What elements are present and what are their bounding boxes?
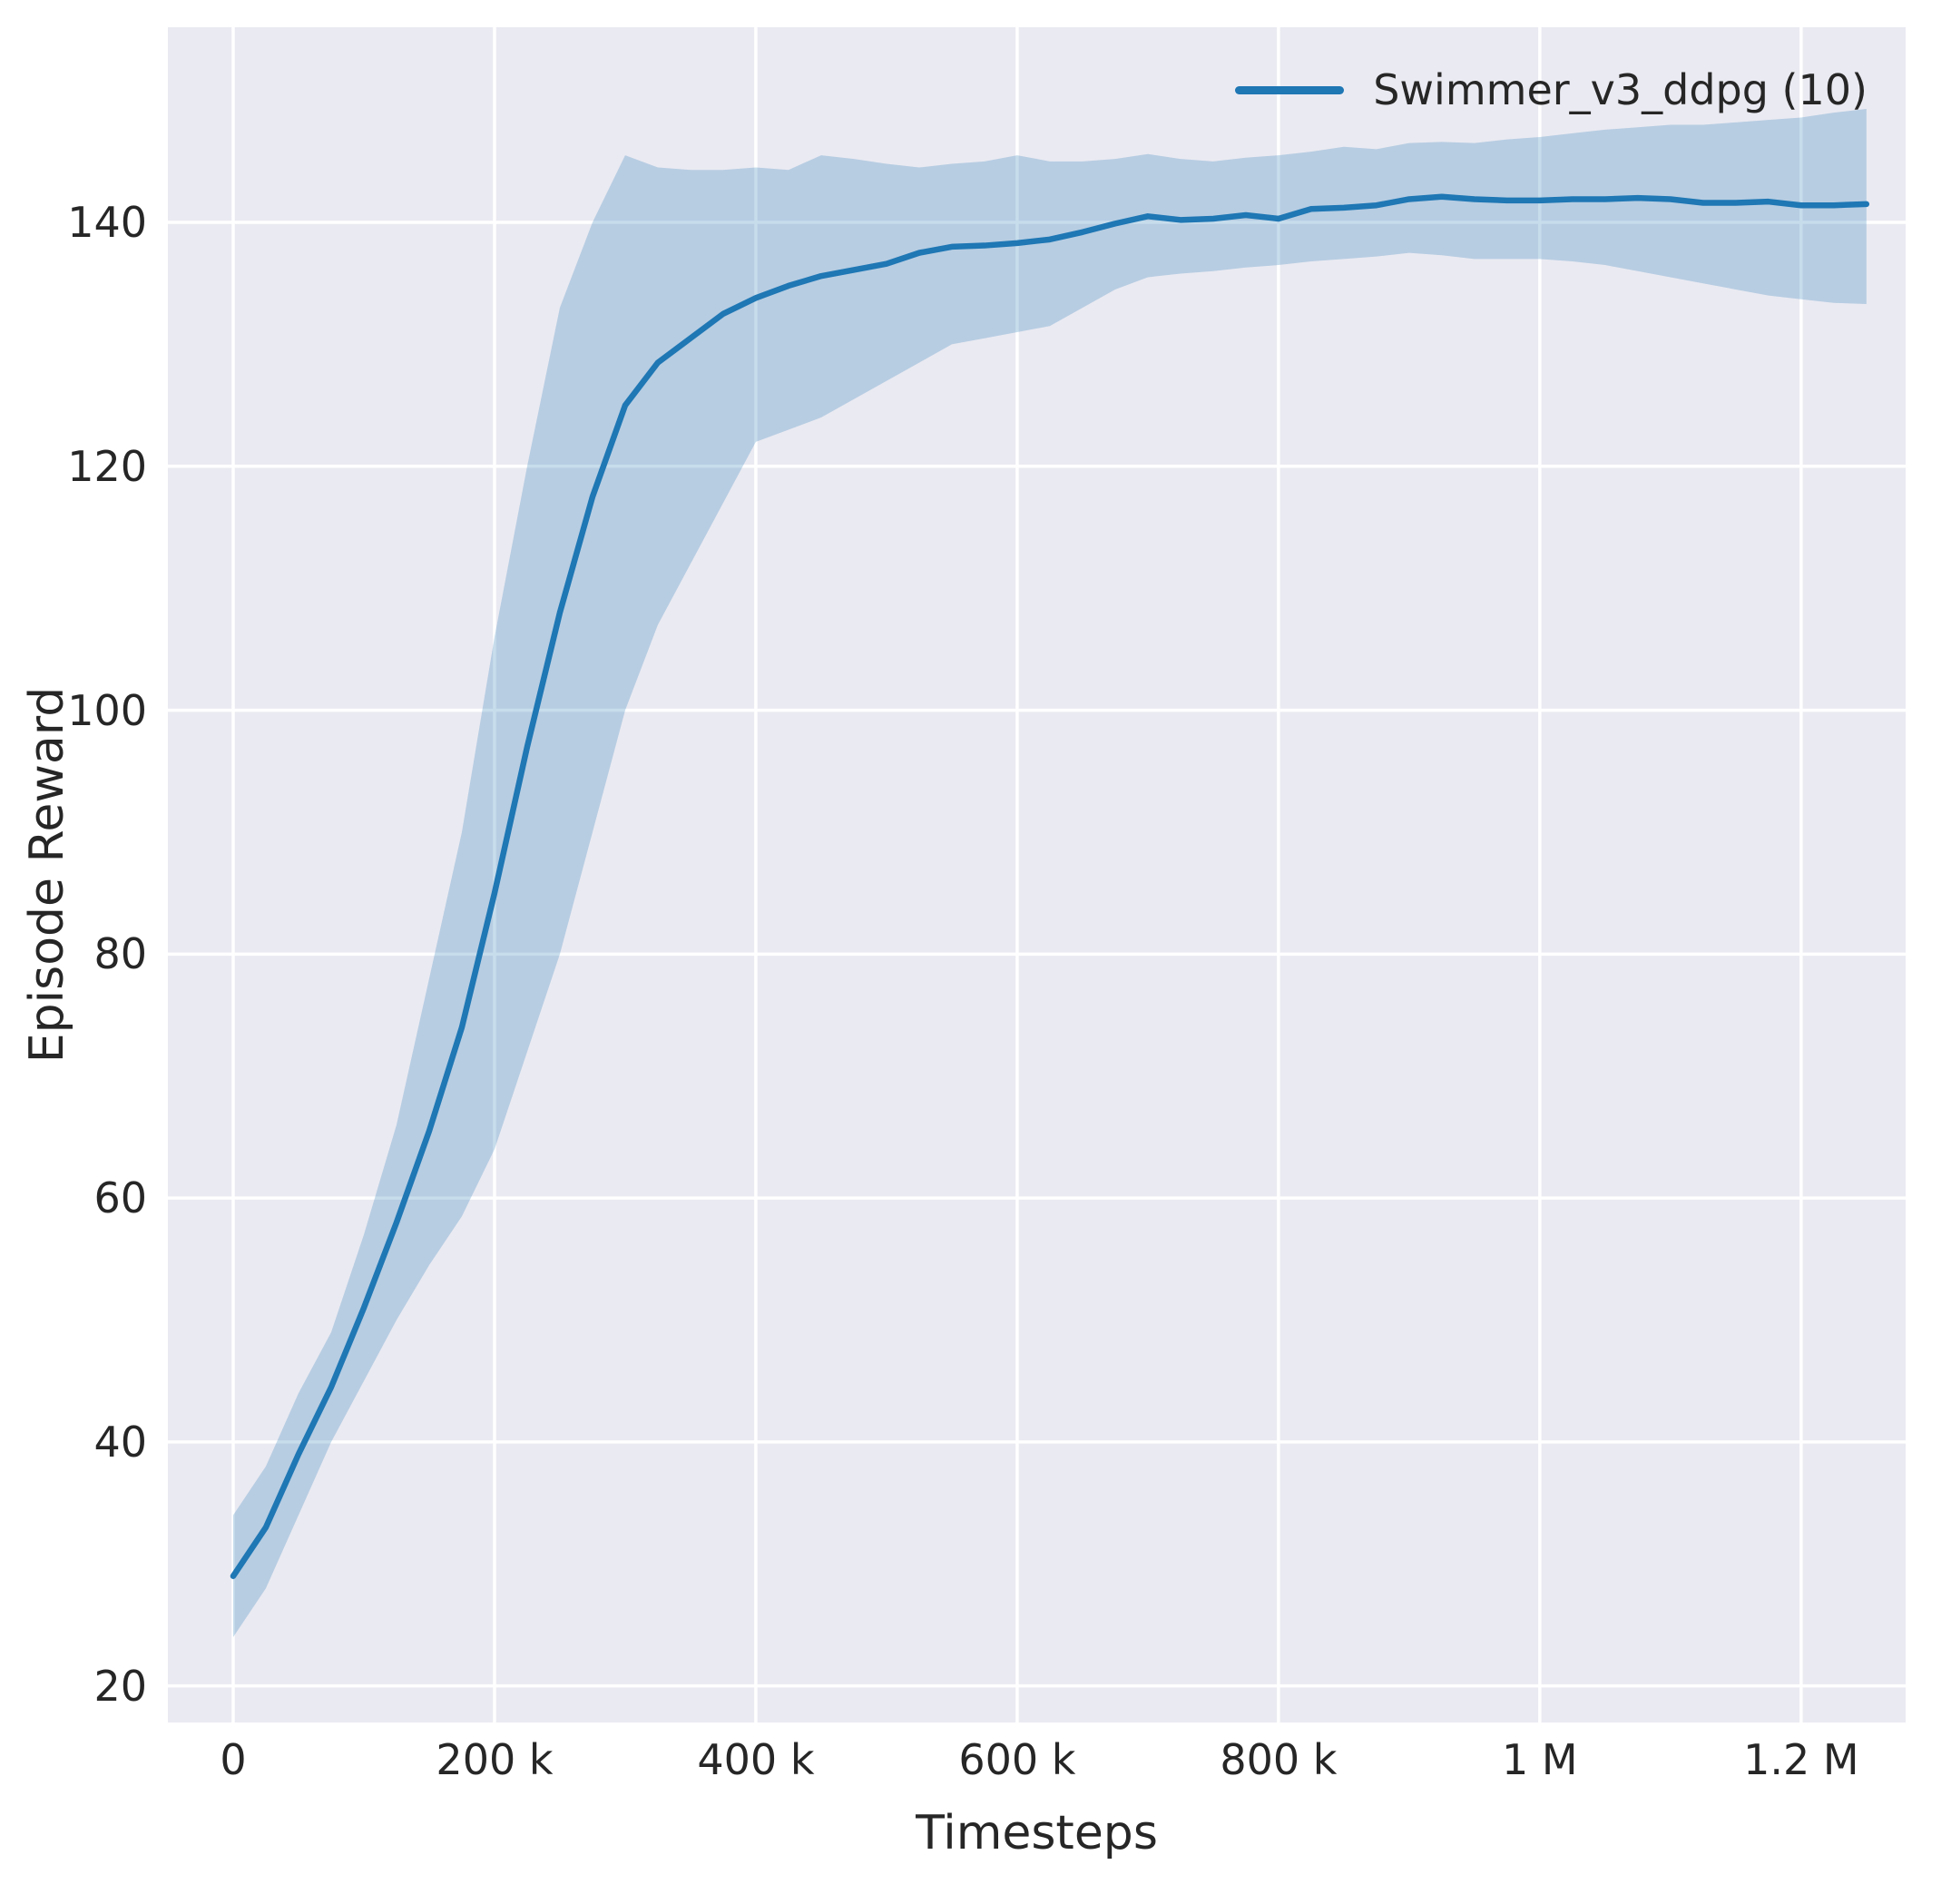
x-tick-label: 600 k: [958, 1735, 1076, 1784]
y-tick-label: 60: [93, 1173, 147, 1223]
legend: Swimmer_v3_ddpg (10): [1235, 69, 1868, 111]
y-tick-label: 140: [67, 198, 147, 248]
legend-line-sample-icon: [1235, 85, 1345, 94]
x-tick-label: 1.2 M: [1743, 1735, 1859, 1784]
chart-canvas: [168, 27, 1906, 1722]
x-tick-label: 200 k: [436, 1735, 554, 1784]
x-tick-label: 1 M: [1502, 1735, 1578, 1784]
x-tick-label: 400 k: [697, 1735, 815, 1784]
y-tick-label: 120: [67, 441, 147, 491]
x-axis-label: Timesteps: [916, 1806, 1158, 1860]
y-tick-label: 100: [67, 685, 147, 735]
y-tick-label: 20: [93, 1661, 147, 1711]
legend-label: Swimmer_v3_ddpg (10): [1373, 65, 1868, 114]
y-tick-label: 40: [93, 1417, 147, 1467]
x-tick-label: 800 k: [1220, 1735, 1338, 1784]
plot-area: Swimmer_v3_ddpg (10): [168, 27, 1906, 1722]
y-axis-label: Episode Reward: [20, 686, 74, 1064]
y-tick-label: 80: [93, 929, 147, 979]
x-tick-label: 0: [220, 1735, 247, 1784]
